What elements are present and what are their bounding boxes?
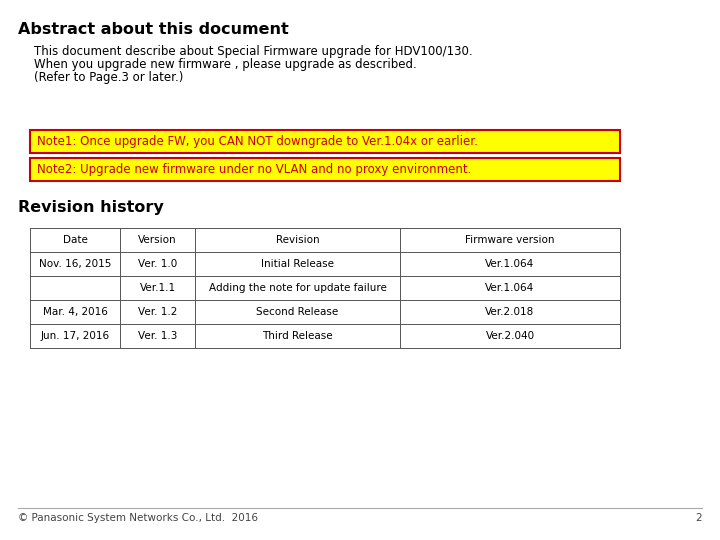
Text: This document describe about Special Firmware upgrade for HDV100/130.: This document describe about Special Fir… xyxy=(34,45,472,58)
Text: Initial Release: Initial Release xyxy=(261,259,334,269)
Text: Ver.2.018: Ver.2.018 xyxy=(485,307,535,317)
Text: Abstract about this document: Abstract about this document xyxy=(18,22,289,37)
Text: Ver.1.1: Ver.1.1 xyxy=(140,283,176,293)
Text: Revision history: Revision history xyxy=(18,200,163,215)
Text: Mar. 4, 2016: Mar. 4, 2016 xyxy=(42,307,107,317)
Text: © Panasonic System Networks Co., Ltd.  2016: © Panasonic System Networks Co., Ltd. 20… xyxy=(18,513,258,523)
Text: Nov. 16, 2015: Nov. 16, 2015 xyxy=(39,259,111,269)
FancyBboxPatch shape xyxy=(30,130,620,153)
Text: Ver. 1.0: Ver. 1.0 xyxy=(138,259,177,269)
Text: Revision: Revision xyxy=(276,235,319,245)
Text: Ver.1.064: Ver.1.064 xyxy=(485,283,535,293)
Text: (Refer to Page.3 or later.): (Refer to Page.3 or later.) xyxy=(34,71,184,84)
Text: Ver. 1.2: Ver. 1.2 xyxy=(138,307,177,317)
Text: Adding the note for update failure: Adding the note for update failure xyxy=(209,283,387,293)
Text: Version: Version xyxy=(138,235,177,245)
Text: Note1: Once upgrade FW, you CAN NOT downgrade to Ver.1.04x or earlier.: Note1: Once upgrade FW, you CAN NOT down… xyxy=(37,135,478,148)
Text: When you upgrade new firmware , please upgrade as described.: When you upgrade new firmware , please u… xyxy=(34,58,417,71)
Text: Jun. 17, 2016: Jun. 17, 2016 xyxy=(40,331,109,341)
FancyBboxPatch shape xyxy=(30,158,620,181)
Text: Ver.1.064: Ver.1.064 xyxy=(485,259,535,269)
Text: Ver. 1.3: Ver. 1.3 xyxy=(138,331,177,341)
Text: Ver.2.040: Ver.2.040 xyxy=(485,331,534,341)
Text: Second Release: Second Release xyxy=(256,307,338,317)
Text: Note2: Upgrade new firmware under no VLAN and no proxy environment.: Note2: Upgrade new firmware under no VLA… xyxy=(37,163,472,176)
Text: Date: Date xyxy=(63,235,87,245)
Text: Third Release: Third Release xyxy=(262,331,333,341)
Text: 2: 2 xyxy=(696,513,702,523)
Text: Firmware version: Firmware version xyxy=(465,235,554,245)
